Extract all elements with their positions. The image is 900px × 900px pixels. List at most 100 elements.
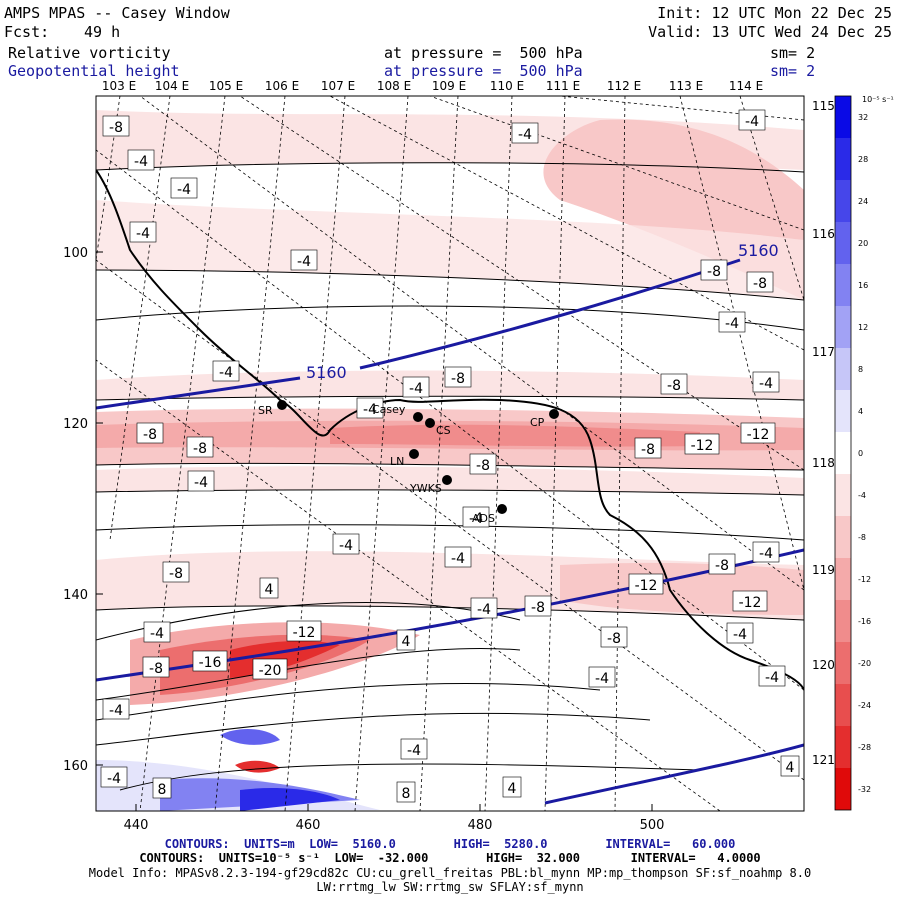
colorbar-cell bbox=[835, 180, 851, 222]
vort-label: -4 bbox=[518, 127, 532, 143]
vort-label: -4 bbox=[339, 538, 353, 554]
vort-label: -8 bbox=[451, 371, 465, 387]
vort-label: -4 bbox=[219, 365, 233, 381]
forecast-value: 49 h bbox=[84, 23, 121, 41]
colorbar-cell bbox=[835, 600, 851, 642]
field2-smoothing: sm= 2 bbox=[770, 62, 816, 80]
vort-label: -4 bbox=[177, 182, 191, 198]
x-axis-labels: 440 460 480 500 bbox=[124, 818, 665, 833]
colorbar-cell bbox=[835, 768, 851, 810]
colorbar-label: -20 bbox=[858, 659, 871, 668]
vort-label: -4 bbox=[595, 671, 609, 687]
x-tick-label: 440 bbox=[124, 818, 149, 833]
colorbar-label: -32 bbox=[858, 785, 871, 794]
station-label: YWKS bbox=[409, 482, 442, 495]
vort-label: -4 bbox=[136, 226, 150, 242]
vort-label: -4 bbox=[451, 551, 465, 567]
colorbar-unit: 10⁻⁵ s⁻¹ bbox=[862, 95, 894, 104]
colorbar-label: 32 bbox=[858, 113, 868, 122]
colorbar-cell bbox=[835, 642, 851, 684]
height-contour-info: CONTOURS: UNITS=m LOW= 5160.0 HIGH= 5280… bbox=[164, 837, 736, 851]
vort-label: 4 bbox=[786, 760, 795, 776]
colorbar-label: 20 bbox=[858, 239, 868, 248]
colorbar-label: 8 bbox=[858, 365, 863, 374]
top-lon-labels: 103 E 104 E 105 E 106 E 107 E 108 E 109 … bbox=[102, 79, 763, 93]
y-tick-label: 100 bbox=[63, 246, 88, 261]
vorticity-contour-info: CONTOURS: UNITS=10⁻⁵ s⁻¹ LOW= -32.000 HI… bbox=[139, 851, 761, 865]
colorbar-label: 28 bbox=[858, 155, 868, 164]
stations: SR Casey CS LN YWKS CP ADS bbox=[258, 400, 559, 525]
vort-label: -8 bbox=[707, 264, 721, 280]
lon-label: 113 E bbox=[669, 79, 703, 93]
vort-label: -4 bbox=[759, 376, 773, 392]
lon-label: 110 E bbox=[490, 79, 524, 93]
vort-label: -12 bbox=[739, 595, 762, 611]
vort-label: -4 bbox=[150, 626, 164, 642]
init-time: Init: 12 UTC Mon 22 Dec 25 bbox=[657, 4, 892, 22]
vort-label: -4 bbox=[409, 381, 423, 397]
vort-label: -4 bbox=[194, 475, 208, 491]
vort-label: -12 bbox=[293, 625, 316, 641]
colorbar-label: 0 bbox=[858, 449, 863, 458]
vort-label: -8 bbox=[667, 378, 681, 394]
colorbar-label: -24 bbox=[858, 701, 871, 710]
lon-label: 107 E bbox=[321, 79, 355, 93]
colorbar-cell bbox=[835, 684, 851, 726]
colorbar-label: -28 bbox=[858, 743, 871, 752]
vort-label: -4 bbox=[469, 511, 483, 527]
field1-level: at pressure = 500 hPa bbox=[384, 44, 583, 62]
lon-label: 109 E bbox=[432, 79, 466, 93]
colorbar-cell bbox=[835, 726, 851, 768]
colorbar-cell bbox=[835, 516, 851, 558]
vort-label: -8 bbox=[109, 120, 123, 136]
vort-label: -8 bbox=[476, 458, 490, 474]
colorbar-label: 24 bbox=[858, 197, 868, 206]
colorbar-cell bbox=[835, 306, 851, 348]
vort-label: -8 bbox=[143, 427, 157, 443]
colorbar-label: 4 bbox=[858, 407, 863, 416]
station-label: CS bbox=[436, 424, 451, 437]
colorbar-label: -8 bbox=[858, 533, 866, 542]
y-tick-label: 160 bbox=[63, 759, 88, 774]
vorticity-shading bbox=[96, 110, 804, 811]
colorbar-cell bbox=[835, 390, 851, 432]
field2-level: at pressure = 500 hPa bbox=[384, 62, 583, 80]
vort-label: -4 bbox=[107, 771, 121, 787]
colorbar-cell bbox=[835, 222, 851, 264]
vort-label: 8 bbox=[402, 786, 411, 802]
vort-label: -8 bbox=[715, 558, 729, 574]
vort-label: -12 bbox=[635, 578, 658, 594]
field1-smoothing: sm= 2 bbox=[770, 44, 816, 62]
vort-label: -4 bbox=[363, 402, 377, 418]
vort-label: -8 bbox=[753, 276, 767, 292]
vort-label: -4 bbox=[759, 546, 773, 562]
station-label: Casey bbox=[372, 403, 406, 416]
height-label: 5160 bbox=[306, 363, 347, 382]
vort-label: -4 bbox=[134, 154, 148, 170]
colorbar-label: 16 bbox=[858, 281, 868, 290]
vort-label: -8 bbox=[641, 442, 655, 458]
colorbar: 10⁻⁵ s⁻¹ 32 28 24 20 16 12 8 4 0 -4 -8 -12 -16 -20 -24… bbox=[834, 95, 894, 811]
vort-label: -8 bbox=[169, 566, 183, 582]
lon-label: 104 E bbox=[155, 79, 189, 93]
weather-map: 5160 5160 -8 -4 -4 -4 -4 -4 -4 -4 -8 -8 … bbox=[63, 79, 894, 833]
lon-label: 105 E bbox=[209, 79, 243, 93]
plot-frame bbox=[95, 95, 805, 812]
y-tick-label: 120 bbox=[63, 417, 88, 432]
x-tick-label: 500 bbox=[640, 818, 665, 833]
longitude-grid bbox=[96, 96, 804, 811]
vort-label: -4 bbox=[477, 602, 491, 618]
vort-label: -8 bbox=[607, 631, 621, 647]
station-label: LN bbox=[390, 455, 404, 468]
vort-label: -8 bbox=[149, 661, 163, 677]
vort-label: 8 bbox=[158, 782, 167, 798]
colorbar-cell bbox=[835, 474, 851, 516]
vort-label: 4 bbox=[265, 582, 274, 598]
colorbar-cell bbox=[835, 96, 851, 138]
vort-label: -20 bbox=[259, 663, 282, 679]
colorbar-label: 12 bbox=[858, 323, 868, 332]
colorbar-cell bbox=[835, 432, 851, 474]
lon-label: 108 E bbox=[377, 79, 411, 93]
vort-label: -4 bbox=[725, 316, 739, 332]
lon-label: 112 E bbox=[607, 79, 641, 93]
